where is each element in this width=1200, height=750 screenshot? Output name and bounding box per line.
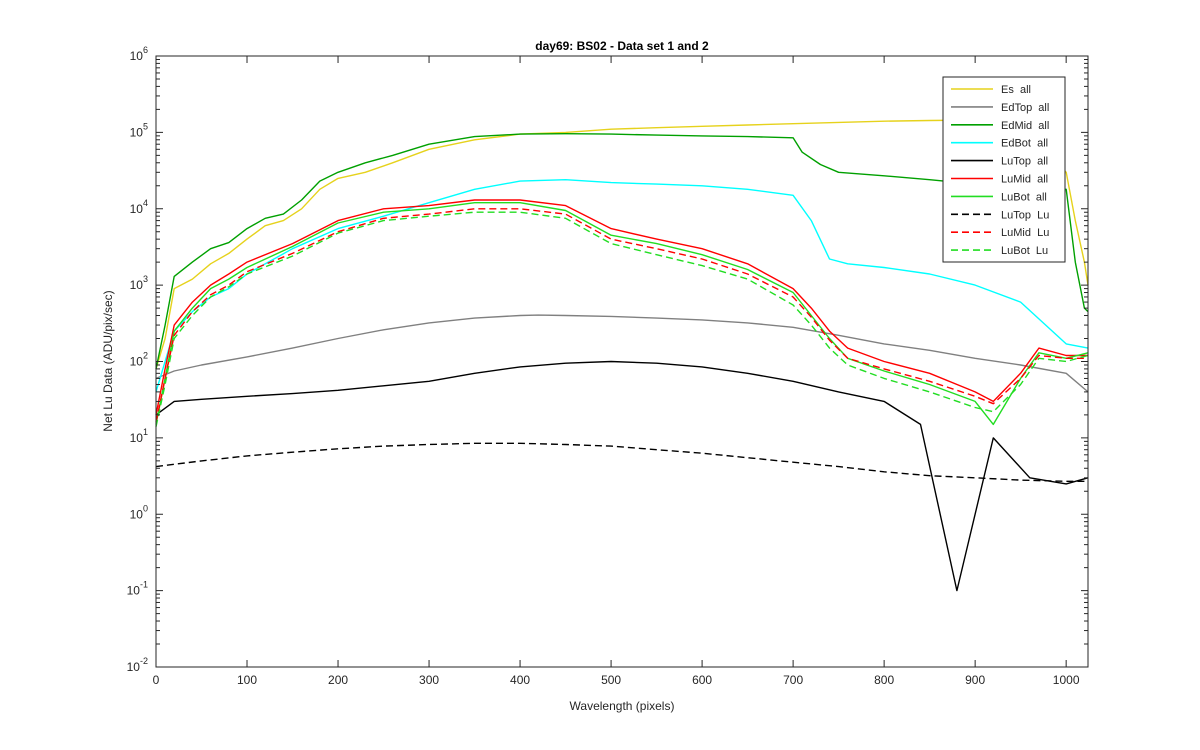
series-line-5 — [155, 199, 1088, 416]
y-tick-label: 102 — [130, 351, 148, 369]
legend-items: Es all EdTop all EdMid all EdBot all LuTop a… — [951, 84, 1049, 257]
x-tick-label: 800 — [874, 673, 894, 687]
legend-label: LuMid all — [1001, 174, 1048, 186]
chart-title: day69: BS02 - Data set 1 and 2 — [535, 39, 709, 53]
x-tick-label: 500 — [601, 673, 621, 687]
series-layer — [155, 119, 1089, 592]
legend-item: EdMid all — [951, 120, 1049, 132]
series-line-3 — [155, 178, 1089, 393]
series-line-6 — [155, 201, 1089, 426]
legend-item: LuBot Lu — [951, 245, 1048, 257]
series-line-9 — [155, 211, 1089, 427]
x-tick-label: 600 — [692, 673, 712, 687]
series-line-1 — [155, 314, 1089, 393]
x-tick-label: 400 — [510, 673, 530, 687]
x-tick-label: 1000 — [1053, 673, 1080, 687]
x-tick-label: 200 — [328, 673, 348, 687]
series-line-7 — [155, 442, 1088, 482]
x-axis-label: Wavelength (pixels) — [570, 699, 675, 713]
legend-item: LuBot all — [951, 191, 1047, 203]
y-tick-label: 103 — [130, 274, 148, 292]
legend-label: LuTop all — [1001, 156, 1048, 168]
legend-item: EdTop all — [951, 102, 1049, 114]
series-line-8 — [155, 208, 1088, 423]
x-tick-label: 0 — [153, 673, 160, 687]
x-tick-label: 100 — [237, 673, 257, 687]
legend: Es all EdTop all EdMid all EdBot all LuTop a… — [942, 76, 1066, 263]
legend-label: EdTop all — [1001, 102, 1049, 114]
legend-item: LuTop all — [951, 156, 1048, 168]
legend-box — [942, 76, 1066, 263]
legend-label: LuTop Lu — [1001, 209, 1049, 221]
y-tick-label: 101 — [130, 427, 148, 445]
legend-label: EdBot all — [1001, 138, 1048, 150]
legend-label: LuBot Lu — [1001, 245, 1048, 257]
legend-item: Es all — [951, 84, 1031, 96]
y-tick-label: 105 — [130, 121, 148, 139]
x-tick-label: 700 — [783, 673, 803, 687]
x-tick-label: 900 — [965, 673, 985, 687]
legend-item: EdBot all — [951, 138, 1048, 150]
legend-label: LuBot all — [1001, 191, 1047, 203]
x-tick-label: 300 — [419, 673, 439, 687]
legend-label: EdMid all — [1001, 120, 1049, 132]
x-axis-ticks: 0 100 200 300 400 500 600 700 800 900 1000 — [153, 56, 1080, 687]
legend-label: Es all — [1001, 84, 1031, 96]
legend-item: LuMid all — [951, 174, 1048, 186]
y-tick-label: 10-1 — [127, 580, 148, 598]
legend-label: LuMid Lu — [1001, 227, 1049, 239]
y-tick-label: 10-2 — [127, 656, 148, 674]
y-tick-label: 100 — [130, 503, 148, 521]
y-tick-label: 106 — [130, 45, 148, 63]
y-axis-label: Net Lu Data (ADU/pix/sec) — [101, 290, 115, 431]
legend-item: LuMid Lu — [951, 227, 1049, 239]
y-tick-label: 104 — [130, 198, 148, 216]
series-line-4 — [155, 360, 1089, 592]
legend-item: LuTop Lu — [951, 209, 1049, 221]
